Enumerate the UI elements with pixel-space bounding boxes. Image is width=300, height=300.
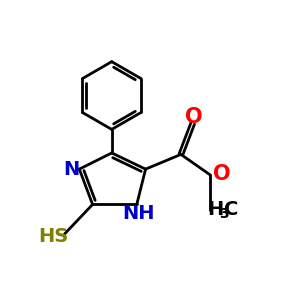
Text: H: H bbox=[207, 200, 224, 219]
Text: O: O bbox=[213, 164, 230, 184]
Text: O: O bbox=[185, 107, 203, 127]
Text: NH: NH bbox=[122, 204, 154, 224]
Text: N: N bbox=[63, 160, 79, 178]
Text: HS: HS bbox=[38, 227, 68, 246]
Text: 3: 3 bbox=[219, 207, 228, 221]
Text: C: C bbox=[224, 200, 238, 219]
